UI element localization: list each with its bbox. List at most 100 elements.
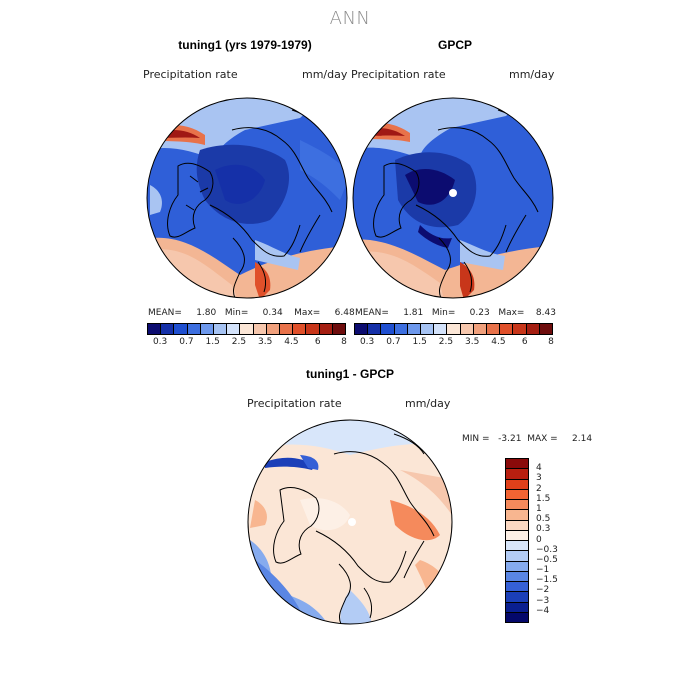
colorbar-swatch (473, 324, 488, 334)
colorbar-swatch (487, 324, 501, 334)
colorbar-swatch (293, 324, 307, 334)
colorbar-tick-label: 2.5 (231, 337, 247, 347)
colorbar-swatch (506, 592, 528, 603)
max-label: Max= (294, 308, 321, 318)
panel1-stats: MEAN= 1.80 Min= 0.34 Max= 6.48 (148, 308, 355, 318)
colorbar-tick-label: 6 (521, 337, 528, 347)
colorbar-tick-label: −0.5 (536, 554, 558, 565)
colorbar-swatch (394, 324, 408, 334)
colorbar-swatch (266, 324, 281, 334)
panel3-pole-mask (348, 518, 356, 526)
panel3-colorbar-ticks: 4 3 2 1.5 1 0.5 0.3 0 −0.3 −0.5 −1 −1.5 −2 −3 −4 (536, 458, 576, 621)
colorbar-swatch (506, 602, 528, 613)
colorbar-swatch (200, 324, 215, 334)
min-label: MIN = (462, 434, 490, 444)
colorbar-tick-label: 8 (341, 337, 347, 347)
colorbar-swatch (460, 324, 474, 334)
colorbar-tick-label: 6 (314, 337, 321, 347)
panel2-var-label: Precipitation rate (351, 68, 446, 81)
colorbar-tick-label: 4.5 (284, 337, 299, 347)
colorbar-swatch (506, 469, 528, 480)
colorbar-swatch (253, 324, 267, 334)
panel2-title: GPCP (437, 38, 472, 52)
colorbar-swatch (227, 324, 241, 334)
panel1-coastlines (167, 109, 333, 298)
colorbar-tick-label: −3 (536, 595, 550, 606)
colorbar-swatch (368, 324, 382, 334)
colorbar-swatch (421, 324, 435, 334)
colorbar-tick-label: 3.5 (258, 337, 273, 347)
colorbar-tick-label: −1.5 (536, 575, 558, 586)
panel3-coastlines (273, 433, 435, 624)
colorbar-swatch (506, 500, 528, 511)
max-value: 6.48 (334, 308, 355, 318)
panel3-colorbar (505, 458, 529, 623)
colorbar-swatch (506, 489, 528, 500)
colorbar-swatch (506, 612, 528, 622)
colorbar-swatch (407, 324, 422, 334)
max-label: Max= (498, 308, 525, 318)
colorbar-tick-label: 2.5 (438, 337, 454, 347)
panel2-map (353, 98, 553, 298)
panel2-units: mm/day (509, 68, 555, 81)
colorbar-swatch (526, 324, 540, 334)
colorbar-swatch (332, 324, 346, 334)
colorbar-swatch (447, 324, 461, 334)
colorbar-tick-label: 2 (536, 483, 542, 494)
panel1-colorbar (147, 323, 346, 335)
mean-value: 1.81 (403, 308, 424, 318)
colorbar-swatch (506, 582, 528, 593)
panel3-units: mm/day (405, 397, 451, 410)
colorbar-tick-label: 1.5 (205, 337, 220, 347)
colorbar-swatch (306, 324, 320, 334)
colorbar-swatch (214, 324, 228, 334)
panel1-var-label: Precipitation rate (143, 68, 238, 81)
panel2-stats: MEAN= 1.81 Min= 0.23 Max= 8.43 (355, 308, 556, 318)
colorbar-swatch (280, 324, 294, 334)
colorbar-swatch (506, 520, 528, 531)
min-value: 0.23 (469, 308, 490, 318)
colorbar-tick-label: 0.7 (179, 337, 194, 347)
colorbar-swatch (500, 324, 514, 334)
panel3-boundary (247, 419, 453, 625)
min-value: 0.34 (262, 308, 283, 318)
colorbar-swatch (174, 324, 188, 334)
panel2-boundary (352, 97, 554, 299)
min-value: -3.21 (498, 434, 522, 444)
colorbar-swatch (148, 324, 162, 334)
colorbar-tick-label: 4.5 (491, 337, 506, 347)
colorbar-tick-label: 0.3 (536, 524, 551, 535)
colorbar-swatch (240, 324, 254, 334)
colorbar-tick-label: −2 (536, 585, 550, 596)
colorbar-tick-label: 0.5 (536, 514, 551, 525)
panel2-pole-mask (449, 189, 457, 197)
colorbar-swatch (506, 530, 528, 541)
colorbar-swatch (539, 324, 553, 334)
colorbar-tick-label: −1 (536, 565, 550, 576)
min-label: Min= (224, 308, 249, 318)
panel3-var-label: Precipitation rate (247, 397, 342, 410)
panel3-stats: MIN = -3.21 MAX = 2.14 (462, 434, 592, 444)
season-title: ANN (329, 8, 371, 29)
mean-label: MEAN= (148, 308, 182, 318)
colorbar-swatch (506, 459, 528, 470)
panel1-boundary (146, 97, 348, 299)
max-value: 2.14 (572, 434, 593, 444)
mean-label: MEAN= (355, 308, 389, 318)
panel1-title: tuning1 (yrs 1979-1979) (178, 38, 312, 52)
colorbar-swatch (319, 324, 333, 334)
colorbar-tick-label: 0.3 (152, 337, 168, 347)
colorbar-tick-label: 3.5 (465, 337, 480, 347)
panel2-colorbar-ticks: 0.3 0.7 1.5 2.5 3.5 4.5 6 8 (354, 337, 554, 349)
panel1-colorbar-ticks: 0.3 0.7 1.5 2.5 3.5 4.5 6 8 (147, 337, 347, 349)
mean-value: 1.80 (196, 308, 217, 318)
colorbar-tick-label: 3 (536, 473, 542, 484)
colorbar-tick-label: 0.7 (386, 337, 401, 347)
panel2-colorbar (354, 323, 553, 335)
max-label: MAX = (527, 434, 558, 444)
colorbar-swatch (434, 324, 448, 334)
colorbar-tick-label: −0.3 (536, 544, 558, 555)
colorbar-swatch (506, 541, 528, 552)
colorbar-swatch (513, 324, 527, 334)
